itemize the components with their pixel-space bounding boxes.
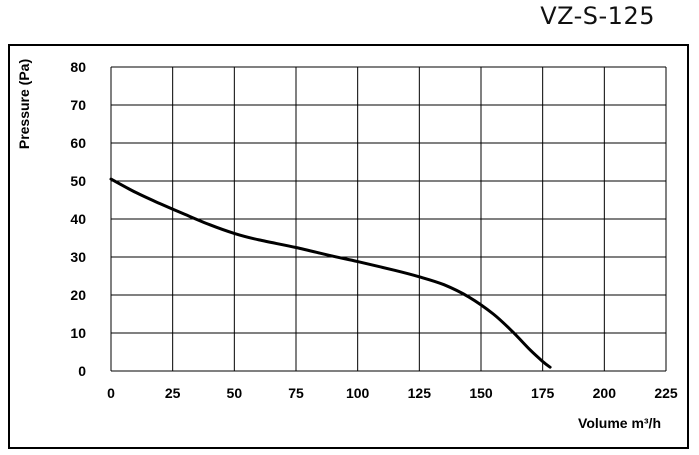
x-tick-label: 225 [654,385,678,401]
x-tick-label: 150 [469,385,493,401]
x-tick-label: 50 [227,385,243,401]
x-tick-labels: 0 25 50 75 100 125 150 175 200 225 [107,385,678,401]
y-axis-label: Pressure (Pa) [16,59,32,149]
y-tick-label: 20 [70,287,86,303]
pressure-curve [109,177,552,369]
x-tick-label: 25 [165,385,181,401]
y-tick-labels: 0 10 20 30 40 50 60 70 80 [70,59,86,379]
x-tick-label: 0 [107,385,115,401]
x-tick-label: 125 [408,385,432,401]
y-tick-label: 80 [70,59,86,75]
x-tick-label: 75 [288,385,304,401]
y-tick-label: 10 [70,325,86,341]
x-axis-label: Volume m³/h [578,415,661,431]
x-tick-label: 100 [346,385,370,401]
y-tick-label: 50 [70,173,86,189]
y-tick-label: 30 [70,249,86,265]
y-tick-label: 60 [70,135,86,151]
y-tick-label: 0 [78,363,86,379]
chart-frame [8,44,689,449]
y-tick-label: 40 [70,211,86,227]
grid [110,66,667,372]
model-title: VZ-S-125 [540,2,655,30]
y-tick-label: 70 [70,97,86,113]
x-tick-label: 200 [593,385,617,401]
x-tick-label: 175 [531,385,555,401]
